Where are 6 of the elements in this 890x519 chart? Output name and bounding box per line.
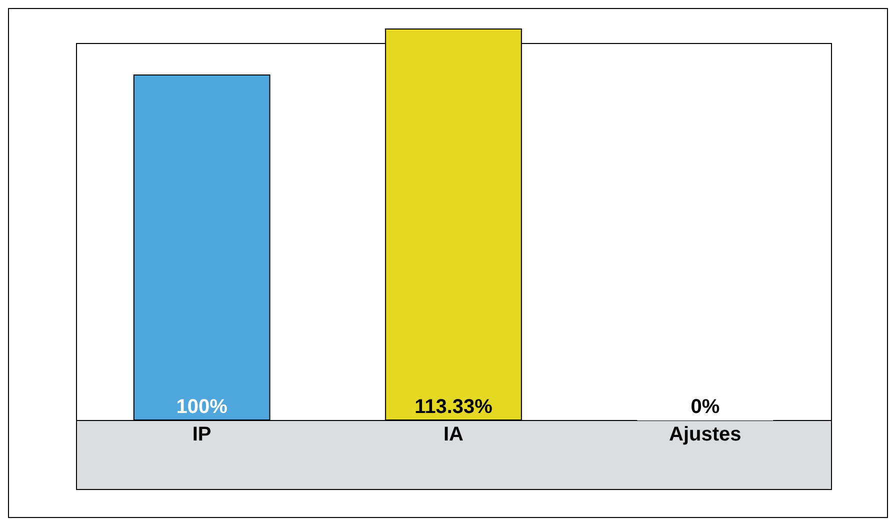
x-tick-label: Ajustes [669, 424, 742, 446]
data-label: 100% [176, 396, 228, 418]
data-label: 0% [690, 396, 720, 418]
x-tick-label: IA [444, 424, 464, 446]
data-label: 113.33% [414, 396, 493, 418]
x-tick-label: IP [192, 424, 212, 446]
